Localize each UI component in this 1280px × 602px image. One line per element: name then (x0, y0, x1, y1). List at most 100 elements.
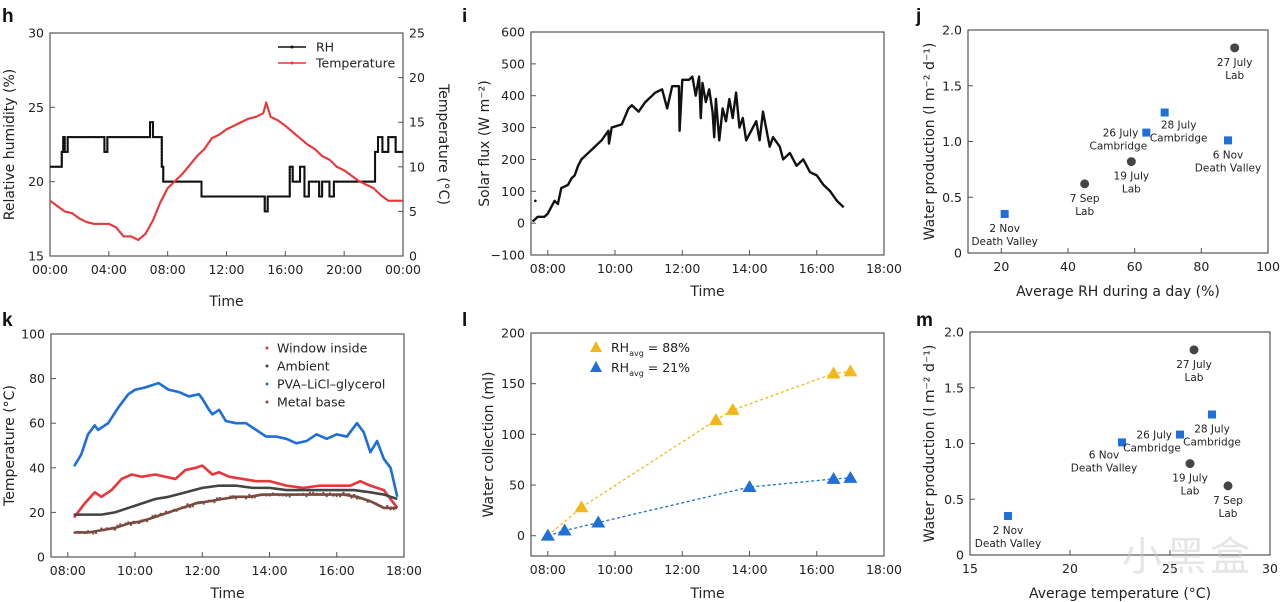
series-pva-licl-glycerol-point (362, 431, 365, 434)
series-rh-point (151, 136, 154, 139)
legend-label: Window inside (277, 341, 368, 356)
series-rh-point (307, 195, 310, 198)
series-metal-base-point (353, 493, 356, 496)
series-pva-licl-glycerol-point (202, 400, 205, 403)
series-pva-licl-glycerol-point (123, 397, 126, 400)
series-pva-licl-glycerol-point (262, 433, 265, 436)
series-window-inside-point (377, 487, 380, 490)
series-pva-licl-glycerol-point (238, 422, 241, 425)
series-pva-licl-glycerol-point (392, 478, 395, 481)
series-temperature-point (375, 189, 378, 192)
y-axis-label: Solar flux (W m⁻²) (477, 80, 493, 206)
plot-frame (530, 332, 885, 557)
series-rh-point (130, 136, 133, 139)
series-window-inside-point (187, 468, 190, 471)
series-pva-licl-glycerol-point (165, 387, 168, 390)
series-rh-point (376, 147, 379, 150)
series-pva-licl-glycerol-point (260, 432, 263, 435)
series-metal-base-point (295, 493, 298, 496)
series-ambient-point (234, 484, 237, 487)
series-window-inside-point (164, 475, 167, 478)
series-temperature-point (257, 114, 260, 117)
series-rh-point (335, 180, 338, 183)
series-ambient-point (124, 507, 127, 510)
panel-letter: i (462, 6, 467, 27)
series-ambient-point (184, 491, 187, 494)
series-window-inside-point (206, 469, 209, 472)
panel-h: h00:00 04:00 08:00 12:00 16:00 20:00 00:001520… (2, 6, 451, 310)
series-ambient-point (206, 486, 209, 489)
series-rh-point (299, 180, 302, 183)
series-temperature-point (272, 117, 275, 120)
series-temperature-point (355, 178, 358, 181)
series-ambient-point (148, 499, 151, 502)
series-pva-licl-glycerol-point (378, 445, 381, 448)
series-temperature-point (377, 191, 380, 194)
legend-label: RH (316, 40, 334, 55)
x-tick-label: 30 (1262, 561, 1278, 576)
series-metal-base-point (173, 508, 176, 511)
series-rh-point (218, 195, 221, 198)
series-pva-licl-glycerol-point (224, 419, 227, 422)
series-metal-base-point (244, 497, 247, 500)
series-temperature-point (112, 225, 115, 228)
series-rh-point (376, 144, 379, 147)
series-pva-licl-glycerol-point (171, 389, 174, 392)
series-rh-point (374, 150, 377, 153)
series-ambient-point (282, 488, 285, 491)
y-tick-label: 150 (501, 376, 525, 391)
series-rh-point (179, 180, 182, 183)
series-window-inside-point (211, 473, 214, 476)
series-window-inside-point (356, 481, 359, 484)
series-rh-point (182, 180, 185, 183)
series-temperature-point (194, 157, 197, 160)
point-label: Cambridge (1183, 437, 1241, 449)
series-rh-point (328, 180, 331, 183)
series-pva-licl-glycerol-point (255, 428, 258, 431)
series-metal-base-point (377, 503, 380, 506)
series-ambient-point (237, 485, 240, 488)
series-rh-point (394, 144, 397, 147)
series-rh-point (374, 174, 377, 177)
series-pva-licl-glycerol-point (219, 411, 222, 414)
series-rh-point (318, 186, 321, 189)
series-rh-point (341, 180, 344, 183)
series-rh-point (236, 195, 239, 198)
series-temperature-point (88, 221, 91, 224)
series-temperature-point (190, 161, 193, 164)
series-window-inside-point (225, 474, 228, 477)
series-temperature-point (174, 180, 177, 183)
series-ambient-point (327, 489, 330, 492)
series-pva-licl-glycerol-point (234, 422, 237, 425)
x-axis-label: Time (209, 586, 244, 602)
series-rh-point (350, 180, 353, 183)
series-rh-point (318, 195, 321, 198)
series-pva-licl-glycerol-point (308, 438, 311, 441)
x-tick-label: 18:00 (866, 562, 902, 577)
series-rh-point (85, 136, 88, 139)
series-pva-licl-glycerol-point (221, 414, 224, 417)
square-marker (1160, 108, 1169, 117)
series-ambient-point (73, 513, 76, 516)
series-temperature-point (149, 224, 152, 227)
series-rh-point (62, 139, 65, 142)
series-rh-point (288, 192, 291, 195)
x-tick-label: 20:00 (326, 262, 362, 277)
series-temperature-point (63, 210, 66, 213)
series-metal-base-point (335, 494, 338, 497)
series-temperature-point (291, 131, 294, 134)
panel-m: m 15 20 25 30 0 0.5 1.0 1.5 2.0 Average temperatur… (916, 310, 1278, 602)
series-rh-point (63, 136, 66, 139)
series-pva-licl-glycerol-point (241, 422, 244, 425)
y-tick-label: 1.5 (944, 380, 964, 395)
series-pva-licl-glycerol-point (125, 395, 128, 398)
series-pva-licl-glycerol-point (335, 433, 338, 436)
series-rh-point (171, 180, 174, 183)
series-temperature-point (387, 199, 390, 202)
x-tick-label: 20 (1062, 561, 1078, 576)
point-label: 7 Sep (1213, 495, 1243, 507)
series-window-inside-point (258, 480, 261, 483)
series-window-inside-point (120, 477, 123, 480)
x-tick-label: 08:00 (50, 563, 86, 578)
series-rh-point (344, 180, 347, 183)
